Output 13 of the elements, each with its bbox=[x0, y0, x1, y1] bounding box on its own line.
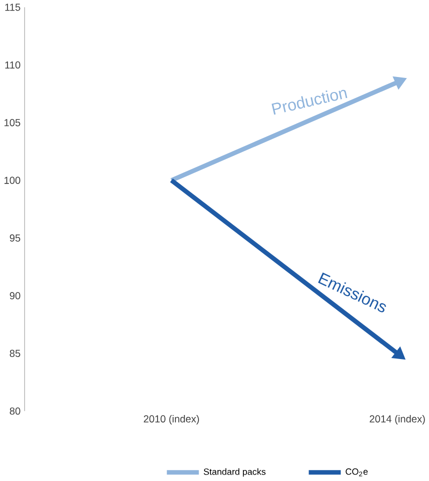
y-tick-label: 115 bbox=[5, 4, 20, 11]
y-tick-label: 110 bbox=[5, 61, 20, 69]
y-tick-label: 100 bbox=[4, 176, 20, 184]
x-tick-label: 2010 (index) bbox=[144, 415, 199, 424]
y-tick-label: 80 bbox=[10, 407, 20, 415]
legend-label: CO$_{2}$e bbox=[346, 468, 368, 476]
legend-label: Standard packs bbox=[204, 468, 266, 477]
y-tick-label: 90 bbox=[10, 292, 20, 300]
y-tick-label: 105 bbox=[4, 119, 20, 126]
x-tick-label: 2014 (index) bbox=[370, 415, 425, 424]
annotation: Production bbox=[272, 90, 348, 115]
y-tick-label: 95 bbox=[10, 234, 20, 242]
y-tick-label: 85 bbox=[10, 350, 20, 357]
